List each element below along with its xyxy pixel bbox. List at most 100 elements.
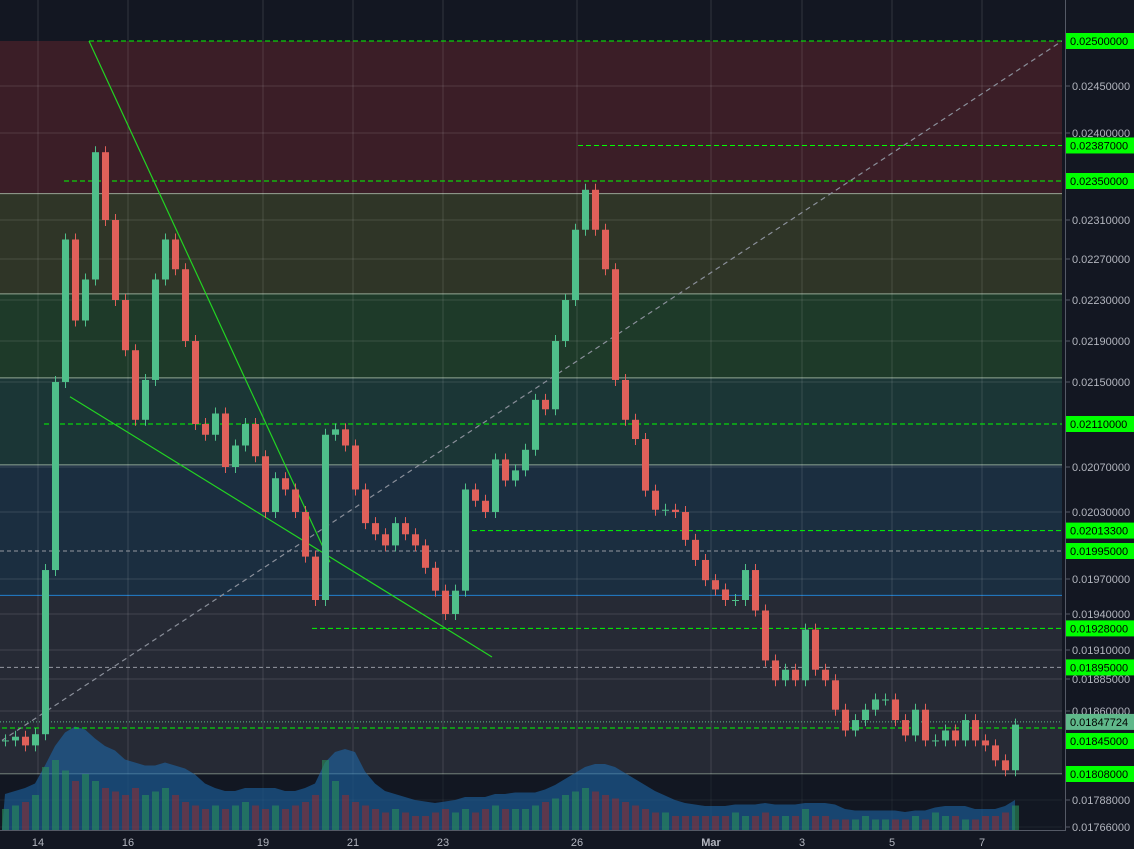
candle-body (662, 509, 669, 511)
volume-bar (252, 805, 259, 830)
price-tick-label: 0.02400000 (1072, 128, 1130, 140)
volume-bar (652, 812, 659, 830)
volume-bar (752, 816, 759, 830)
candle-body (92, 152, 99, 280)
candle-body (222, 413, 229, 467)
candle-body (262, 456, 269, 512)
candle-body (502, 459, 509, 481)
volume-bar (582, 788, 589, 830)
candle-body (402, 523, 409, 535)
candle-body (962, 720, 969, 741)
volume-bar (762, 812, 769, 830)
price-tag-bg (1066, 137, 1134, 154)
candle-body (272, 478, 279, 512)
candle-body (722, 589, 729, 600)
price-tag: 0.01928000 (1070, 623, 1128, 635)
candle-body (602, 229, 609, 270)
candle-body (152, 279, 159, 380)
candle-body (232, 445, 239, 467)
time-tick-label: 16 (122, 837, 134, 849)
volume-bar (432, 812, 439, 830)
volume-bar (592, 791, 599, 830)
volume-bars (2, 726, 1019, 830)
candle-body (372, 523, 379, 535)
price-tag: 0.02387000 (1070, 140, 1128, 152)
candle-body (52, 382, 59, 571)
volume-bar (932, 812, 939, 830)
time-axis-labels[interactable]: 14 16 19 21 23 26 Mar 3 5 7 (32, 837, 985, 849)
price-tick-label: 0.01885000 (1072, 674, 1130, 686)
candle-body (362, 489, 369, 524)
candle-body (1012, 724, 1019, 771)
volume-bar (72, 781, 79, 830)
candle-body (982, 740, 989, 746)
volume-bar (942, 816, 949, 830)
volume-bar (12, 805, 19, 830)
candle-body (332, 429, 339, 435)
price-tag-bg (1066, 522, 1134, 539)
volume-bar (2, 809, 9, 830)
volume-bar (612, 798, 619, 830)
candle-body (462, 489, 469, 591)
volume-bar (532, 805, 539, 830)
volume-bar (102, 788, 109, 830)
candle-body (382, 534, 389, 546)
volume-bar (82, 774, 89, 830)
volume-bar (232, 805, 239, 830)
price-tick-label: 0.01940000 (1072, 609, 1130, 621)
volume-bar (1012, 805, 1019, 830)
price-tick-label: 0.01970000 (1072, 574, 1130, 586)
volume-bar (442, 809, 449, 830)
volume-bar (872, 819, 879, 830)
volume-bar (972, 819, 979, 830)
candle-body (42, 570, 49, 735)
volume-bar (552, 798, 559, 830)
trend-line (88, 40, 331, 563)
candle-body (842, 709, 849, 731)
volume-bar (492, 805, 499, 830)
volume-bar (542, 802, 549, 830)
volume-bar (282, 809, 289, 830)
price-tick-label: 0.02150000 (1072, 377, 1130, 389)
candle-body (912, 709, 919, 736)
price-tag-bg (1066, 416, 1134, 432)
volume-bar (222, 809, 229, 830)
candle-body (162, 239, 169, 280)
trend-lines[interactable] (1, 40, 1063, 741)
candle-body (622, 379, 629, 420)
volume-bar (352, 802, 359, 830)
candle-body (772, 660, 779, 681)
candle-body (312, 556, 319, 600)
candle-body (732, 600, 739, 601)
candle-body (852, 720, 859, 731)
price-tag-bg (1066, 543, 1134, 559)
volume-bar (302, 802, 309, 830)
candle-body (572, 229, 579, 300)
price-tag-bg (1066, 620, 1134, 637)
candle-body (392, 523, 399, 546)
volume-bar (452, 812, 459, 830)
volume-bar (732, 812, 739, 830)
candle-body (872, 699, 879, 710)
candle-body (922, 709, 929, 741)
volume-bar (412, 816, 419, 830)
candle-body (542, 399, 549, 410)
volume-bar (182, 802, 189, 830)
candle-body (712, 580, 719, 590)
candle-body (72, 239, 79, 321)
candle-body (302, 512, 309, 557)
candle-body (212, 413, 219, 435)
candle-body (702, 559, 709, 581)
candle-body (632, 419, 639, 440)
volume-bar (682, 816, 689, 830)
volume-bar (842, 819, 849, 830)
price-tag-bg (1066, 33, 1134, 49)
volume-bar (722, 816, 729, 830)
volume-bar (362, 805, 369, 830)
volume-bar (962, 819, 969, 830)
volume-bar (742, 816, 749, 830)
volume-bar (22, 802, 29, 830)
volume-bar (192, 805, 199, 830)
volume-bar (172, 795, 179, 830)
